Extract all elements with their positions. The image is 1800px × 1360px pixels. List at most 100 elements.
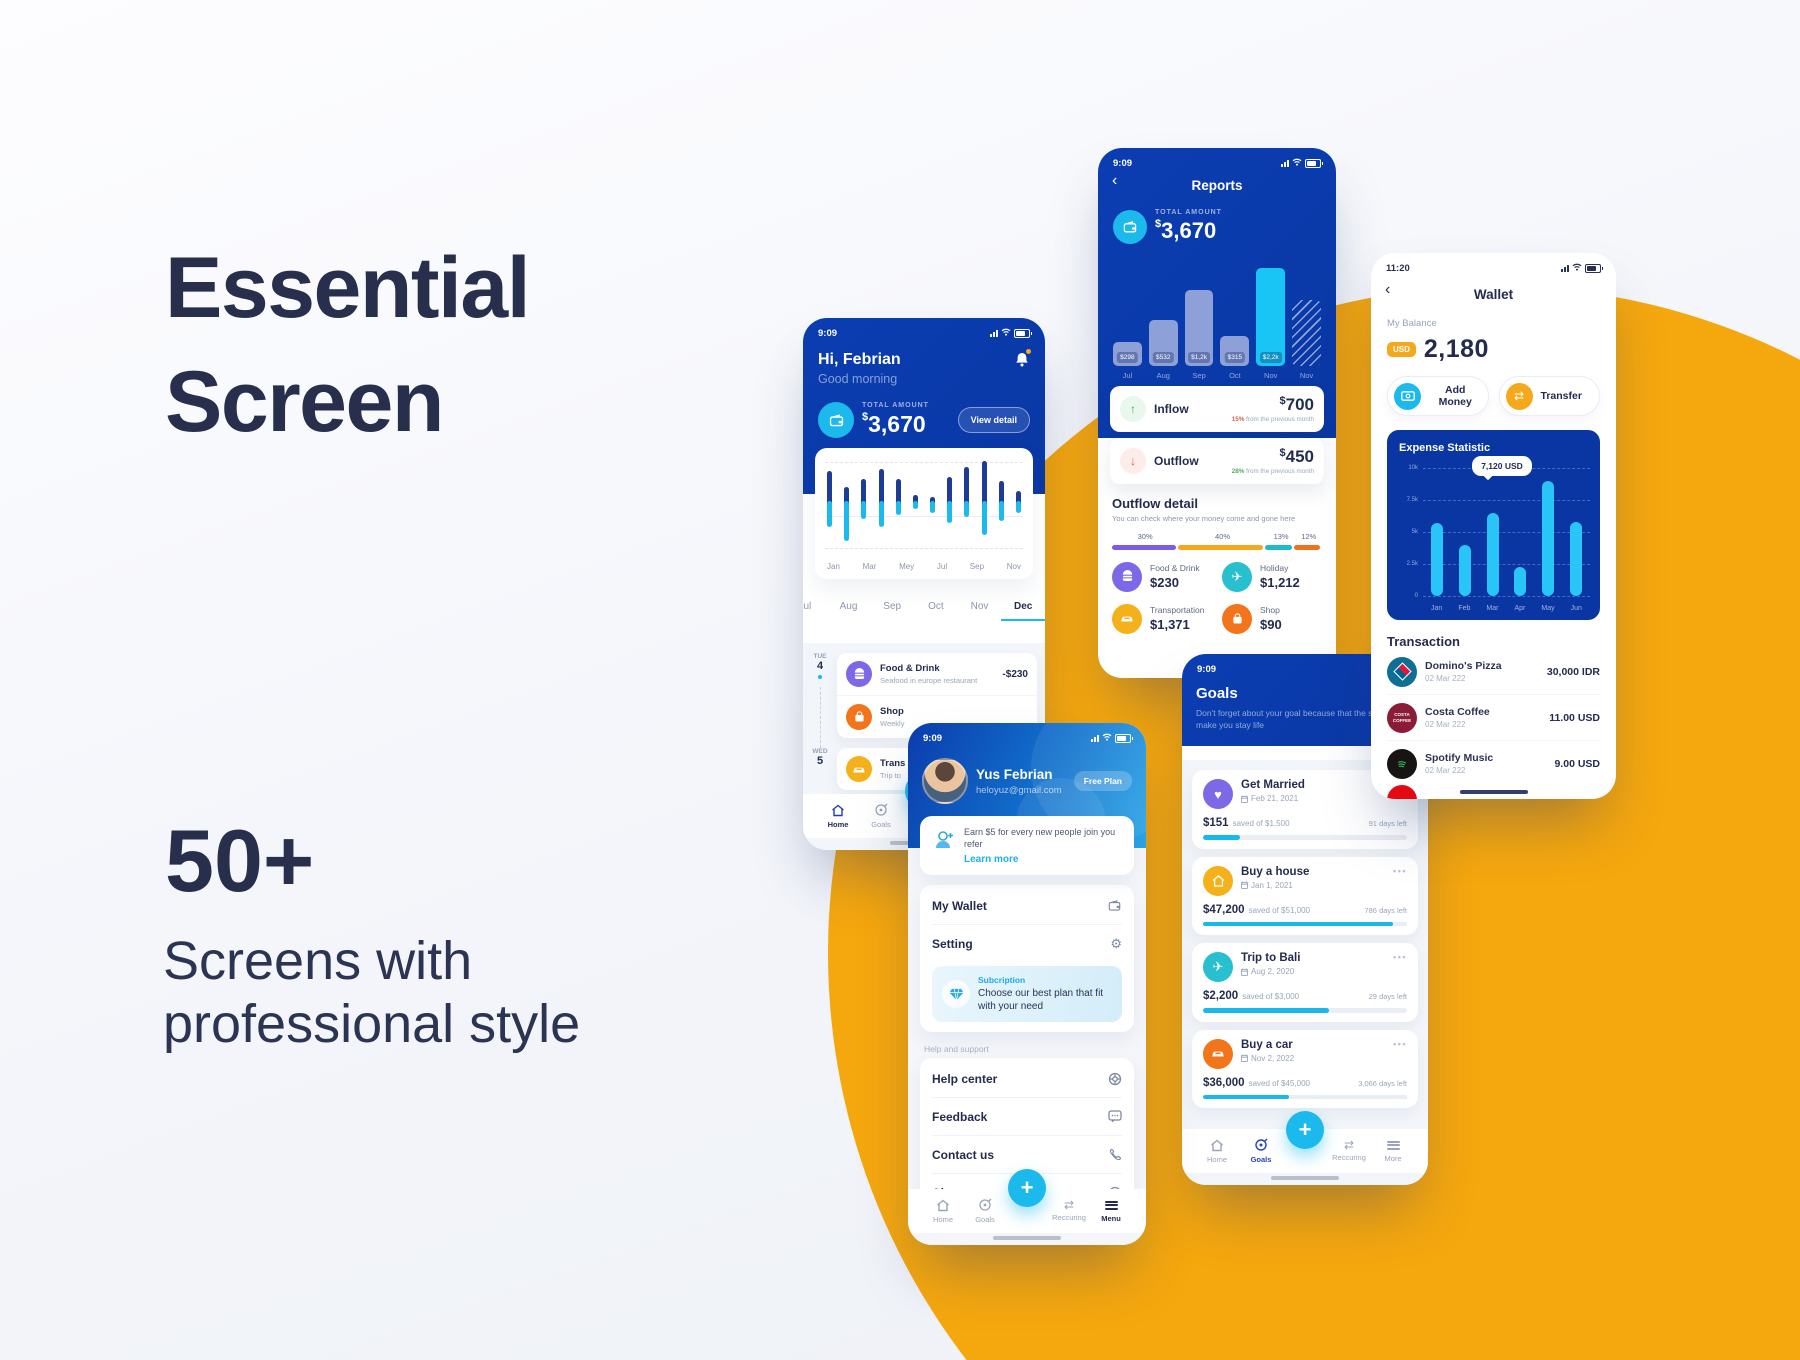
goal-card-buy-a-house[interactable]: Buy a house Jan 1, 2021 ••• $47,200 save… (1192, 856, 1418, 935)
segment-label: 12% (1301, 532, 1317, 541)
currency-symbol: $ (862, 411, 869, 423)
wifi-icon (1572, 263, 1582, 274)
expense-bar (1570, 521, 1583, 596)
day-name: TUE (813, 653, 827, 660)
balance-chart-card: Jan Mar Mey Jul Sep Nov (815, 448, 1033, 579)
transaction-row-costa[interactable]: COSTA COFFEE Costa Coffee 02 Mar 222 11.… (1387, 694, 1600, 740)
page-title: Goals (1196, 685, 1238, 702)
status-bar: 9:09 (1098, 148, 1336, 169)
expense-bar (1542, 480, 1555, 596)
expense-bar (1430, 523, 1443, 596)
nav-more[interactable]: More (1376, 1139, 1410, 1163)
bar-down (861, 501, 867, 520)
profile-name: Yus Febrian (976, 766, 1053, 782)
tab-dec-active[interactable]: Dec (1001, 601, 1045, 621)
subscription-banner[interactable]: Subcription Choose our best plan that fi… (932, 966, 1122, 1023)
day-number: 4 (816, 660, 824, 672)
food-icon (1112, 561, 1142, 592)
contact-us-item[interactable]: Contact us (932, 1136, 1122, 1173)
segment-label: 13% (1273, 532, 1289, 541)
expense-bars (1423, 468, 1590, 596)
chart-month-labels: Jan Feb Mar Apr May Jun (1431, 605, 1582, 612)
nav-menu-active[interactable]: Menu (1094, 1199, 1128, 1223)
tab-oct[interactable]: Oct (928, 601, 944, 612)
transaction-row[interactable]: Shop Weekly (837, 695, 1037, 738)
inflow-card: ↑ Inflow $700 15% from the previous mont… (1110, 386, 1324, 432)
referral-card[interactable]: Earn $5 for every new people join you re… (920, 816, 1134, 876)
transaction-row-dominos[interactable]: Domino's Pizza 02 Mar 222 30,000 IDR (1387, 649, 1600, 694)
shop-bag-icon (1222, 603, 1252, 634)
plane-icon: ✈ (1203, 952, 1233, 982)
notification-bell-icon[interactable] (1014, 349, 1031, 373)
status-bar: 9:09 (803, 318, 1045, 339)
nav-reccuring[interactable]: ⇄ Reccuring (1052, 1198, 1086, 1222)
nav-goals[interactable]: Goals (968, 1198, 1002, 1224)
shop-bag-icon (846, 704, 872, 730)
goal-progress-track (1203, 1008, 1407, 1013)
goal-card-trip-to-bali[interactable]: ✈ Trip to Bali Aug 2, 2020 ••• $2,200 sa… (1192, 943, 1418, 1022)
transaction-desc: Weekly (880, 719, 905, 728)
tab-jul[interactable]: Jul (803, 601, 812, 612)
day-name: WED (812, 748, 828, 755)
feedback-item[interactable]: Feedback (932, 1098, 1122, 1135)
goal-options-button[interactable]: ••• (1393, 1038, 1407, 1049)
bar-down (947, 501, 953, 524)
help-center-item[interactable]: Help center (932, 1060, 1122, 1097)
transaction-row-spotify[interactable]: Spotify Music 02 Mar 222 9.00 USD (1387, 740, 1600, 786)
add-button[interactable]: + (1008, 1169, 1046, 1207)
currency-symbol: $ (1155, 218, 1162, 230)
nav-home-active[interactable]: Home (821, 804, 855, 829)
home-chart-bar (895, 460, 901, 545)
nav-goals-active[interactable]: Goals (1244, 1138, 1278, 1164)
goal-progress-fill (1203, 1094, 1289, 1099)
goal-card-buy-a-car[interactable]: Buy a car Nov 2, 2022 ••• $36,000 saved … (1192, 1029, 1418, 1108)
home-chart-bar (1015, 460, 1021, 545)
bar-up (947, 477, 953, 506)
goal-card-get-married[interactable]: ♥ Get Married Feb 21, 2021 ••• $151 save… (1192, 770, 1418, 849)
setting-item[interactable]: Setting ⚙ (932, 935, 1122, 951)
transaction-row[interactable]: Food & Drink Seafood in europe restauran… (837, 653, 1037, 695)
nav-home[interactable]: Home (926, 1199, 960, 1224)
status-time: 9:09 (1197, 664, 1217, 675)
nav-reccuring[interactable]: ⇄ Reccuring (1332, 1138, 1366, 1162)
home-chart-bar (878, 460, 884, 545)
profile-avatar[interactable] (922, 758, 968, 804)
bar-down (1015, 501, 1021, 514)
bar-value-label: $2,2k (1259, 352, 1282, 363)
food-icon (846, 661, 872, 687)
arrow-up-icon: ↑ (1120, 396, 1146, 422)
nav-goals[interactable]: Goals (864, 803, 898, 829)
my-wallet-item[interactable]: My Wallet (932, 887, 1122, 924)
bar-up (844, 487, 850, 506)
transfer-button[interactable]: ⇄ Transfer (1498, 376, 1600, 416)
add-goal-button[interactable]: + (1286, 1111, 1324, 1149)
bar-up (981, 461, 987, 506)
home-chart-bar (861, 460, 867, 545)
add-money-button[interactable]: Add Money (1387, 376, 1489, 416)
nav-home[interactable]: Home (1200, 1139, 1234, 1164)
back-chevron-icon[interactable]: ‹ (1112, 172, 1118, 189)
back-chevron-icon[interactable]: ‹ (1385, 281, 1391, 298)
calendar-icon (1241, 795, 1248, 803)
chart-tooltip: 7,120 USD (1472, 456, 1532, 476)
month-label: Mar (862, 562, 877, 571)
subscription-desc: Choose our best plan that fit with your … (978, 988, 1104, 1013)
page-subtitle: Don't forget about your goal because tha… (1196, 708, 1403, 731)
total-amount-label: TOTAL AMOUNT (1155, 209, 1222, 216)
battery-icon (1115, 734, 1133, 743)
learn-more-link[interactable]: Learn more (964, 854, 1019, 866)
tab-nov[interactable]: Nov (970, 601, 989, 612)
segment-shop (1294, 545, 1320, 550)
transaction-row[interactable]: Trans Trip to (837, 748, 1037, 790)
outflow-card: ↓ Outflow $450 28% from the previous mon… (1110, 438, 1324, 484)
page-title: Wallet (1473, 287, 1514, 302)
status-icons (1561, 263, 1603, 274)
month-label: Jul (936, 562, 948, 571)
tab-sep[interactable]: Sep (883, 601, 902, 612)
view-detail-button[interactable]: View detail (957, 407, 1030, 433)
goal-options-button[interactable]: ••• (1393, 865, 1407, 876)
tab-aug[interactable]: Aug (839, 601, 858, 612)
goal-options-button[interactable]: ••• (1393, 952, 1407, 962)
transfer-arrows-icon: ⇄ (1505, 382, 1533, 410)
